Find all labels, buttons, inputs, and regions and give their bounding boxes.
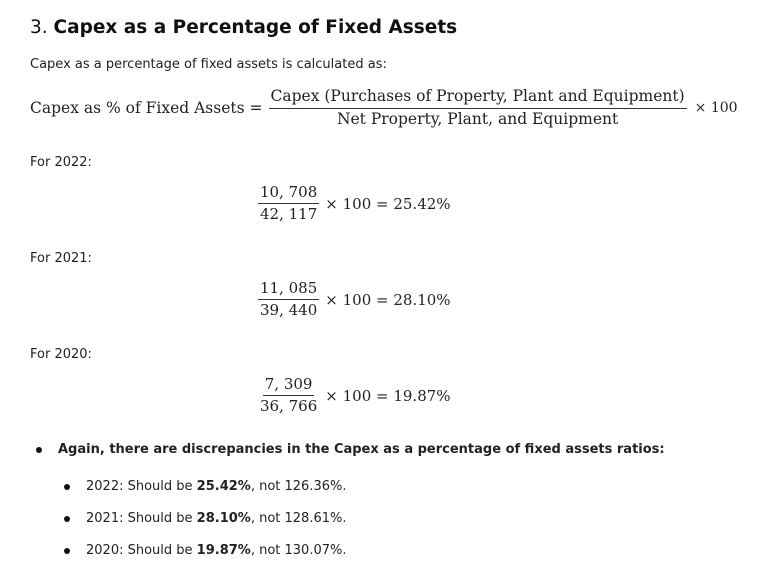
intro-text: Capex as a percentage of fixed assets is… (30, 57, 387, 72)
calc-fraction: 10, 708 42, 117 (258, 183, 320, 224)
calc-denominator: 36, 766 (260, 397, 318, 416)
formula-tail: × 100 (694, 100, 738, 117)
calc-numerator: 10, 708 (258, 183, 320, 205)
calc-denominator: 39, 440 (260, 301, 318, 320)
calc-result: × 100 = 19.87% (325, 386, 451, 405)
item-prefix: 2020: Should be (86, 543, 197, 558)
section-title: Capex as a Percentage of Fixed Assets (53, 17, 458, 38)
year-label-2020: For 2020: (30, 347, 92, 362)
section-number: 3. (30, 17, 48, 38)
formula-lhs: Capex as % of Fixed Assets = (30, 99, 263, 118)
formula-block: Capex as % of Fixed Assets = Capex (Purc… (30, 87, 738, 129)
calc-2021: 11, 085 39, 440 × 100 = 28.10% (258, 279, 451, 320)
item-correct: 19.87% (196, 543, 251, 558)
calc-numerator: 7, 309 (262, 375, 315, 397)
section-heading: 3. Capex as a Percentage of Fixed Assets (30, 17, 457, 38)
item-correct: 28.10% (196, 511, 251, 526)
bullet-dot (64, 515, 70, 522)
bullet-dot (64, 547, 70, 554)
list-item: 2021: Should be 28.10%, not 128.61%. (64, 511, 347, 526)
calc-fraction: 11, 085 39, 440 (258, 279, 320, 320)
calc-result: × 100 = 28.10% (325, 290, 451, 309)
item-prefix: 2021: Should be (86, 511, 197, 526)
calc-2020: 7, 309 36, 766 × 100 = 19.87% (258, 375, 451, 416)
calc-denominator: 42, 117 (260, 205, 318, 224)
year-label-2021: For 2021: (30, 251, 92, 266)
item-suffix: , not 126.36%. (250, 479, 347, 494)
summary-text: Again, there are discrepancies in the Ca… (58, 442, 665, 457)
item-suffix: , not 128.61%. (250, 511, 347, 526)
formula-numerator: Capex (Purchases of Property, Plant and … (268, 87, 687, 109)
formula-fraction: Capex (Purchases of Property, Plant and … (268, 87, 687, 129)
calc-result: × 100 = 25.42% (325, 194, 451, 213)
year-label-2022: For 2022: (30, 155, 92, 170)
list-item: 2022: Should be 25.42%, not 126.36%. (64, 479, 347, 494)
bullet-dot (64, 483, 70, 490)
item-suffix: , not 130.07%. (250, 543, 347, 558)
summary-bullet: Again, there are discrepancies in the Ca… (36, 442, 665, 457)
calc-2022: 10, 708 42, 117 × 100 = 25.42% (258, 183, 451, 224)
item-correct: 25.42% (196, 479, 251, 494)
item-prefix: 2022: Should be (86, 479, 197, 494)
bullet-dot (36, 446, 42, 453)
formula-denominator: Net Property, Plant, and Equipment (336, 109, 619, 128)
calc-fraction: 7, 309 36, 766 (258, 375, 319, 416)
calc-numerator: 11, 085 (258, 279, 320, 301)
list-item: 2020: Should be 19.87%, not 130.07%. (64, 543, 347, 558)
